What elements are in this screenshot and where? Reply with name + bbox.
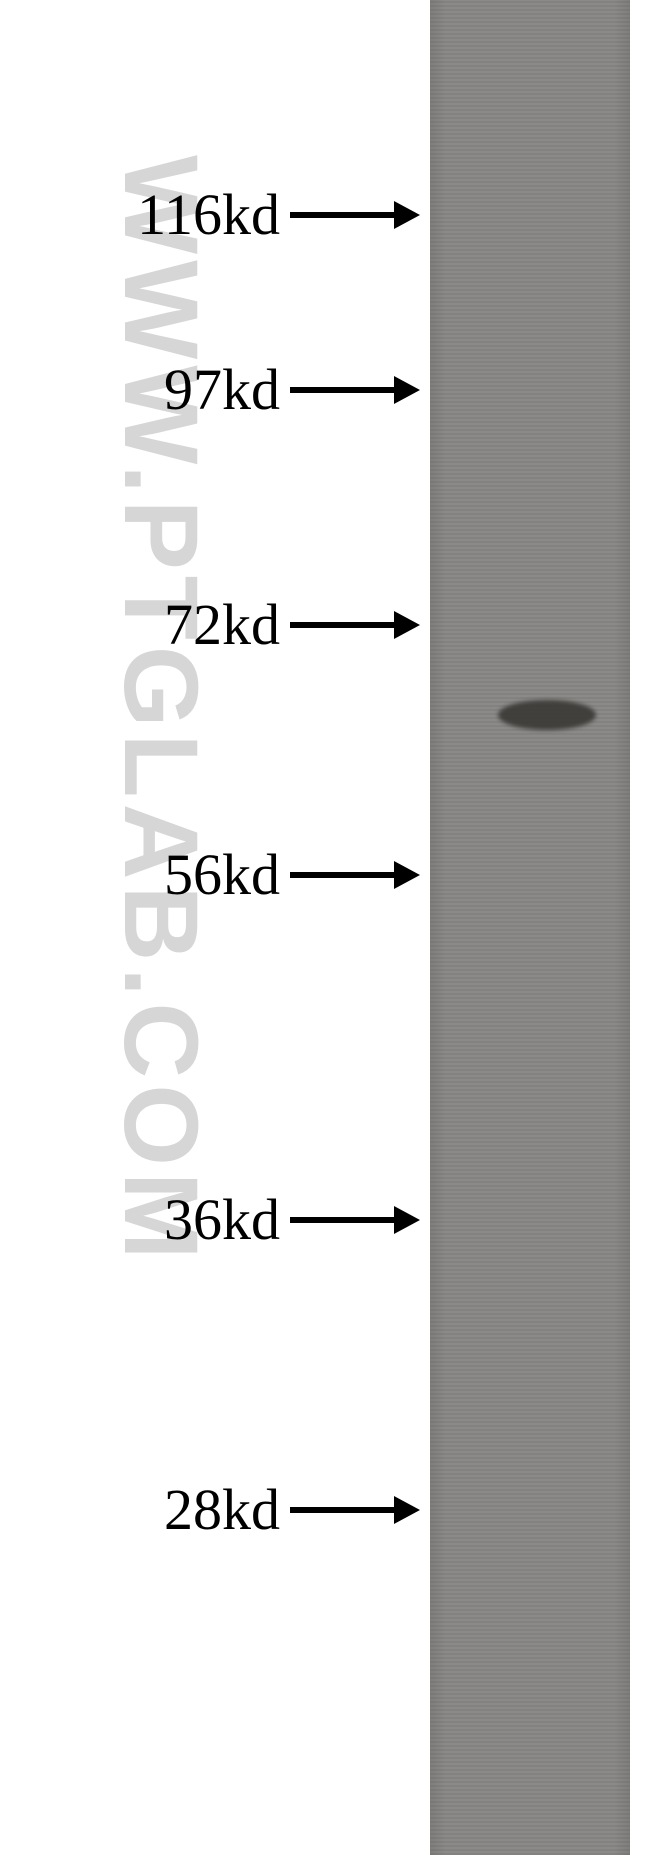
arrow-shaft: [290, 212, 394, 218]
arrow-shaft: [290, 622, 394, 628]
marker-label: 28kd: [164, 1481, 280, 1539]
arrow-head-icon: [394, 611, 420, 639]
marker-label: 97kd: [164, 361, 280, 419]
marker-label: 72kd: [164, 596, 280, 654]
marker-label: 116kd: [137, 186, 280, 244]
marker-label: 36kd: [164, 1191, 280, 1249]
arrow-head-icon: [394, 1496, 420, 1524]
arrow-shaft: [290, 387, 394, 393]
protein-band: [498, 700, 596, 730]
arrow-head-icon: [394, 201, 420, 229]
arrow-shaft: [290, 1507, 394, 1513]
blot-lane: [430, 0, 630, 1855]
arrow-shaft: [290, 1217, 394, 1223]
watermark-text: WWW.PTGLAB.COM: [100, 155, 220, 1265]
arrow-head-icon: [394, 861, 420, 889]
arrow-head-icon: [394, 376, 420, 404]
western-blot-figure: WWW.PTGLAB.COM 116kd 97kd 72kd 56kd 36kd 28kd: [0, 0, 650, 1855]
arrow-head-icon: [394, 1206, 420, 1234]
marker-label: 56kd: [164, 846, 280, 904]
arrow-shaft: [290, 872, 394, 878]
